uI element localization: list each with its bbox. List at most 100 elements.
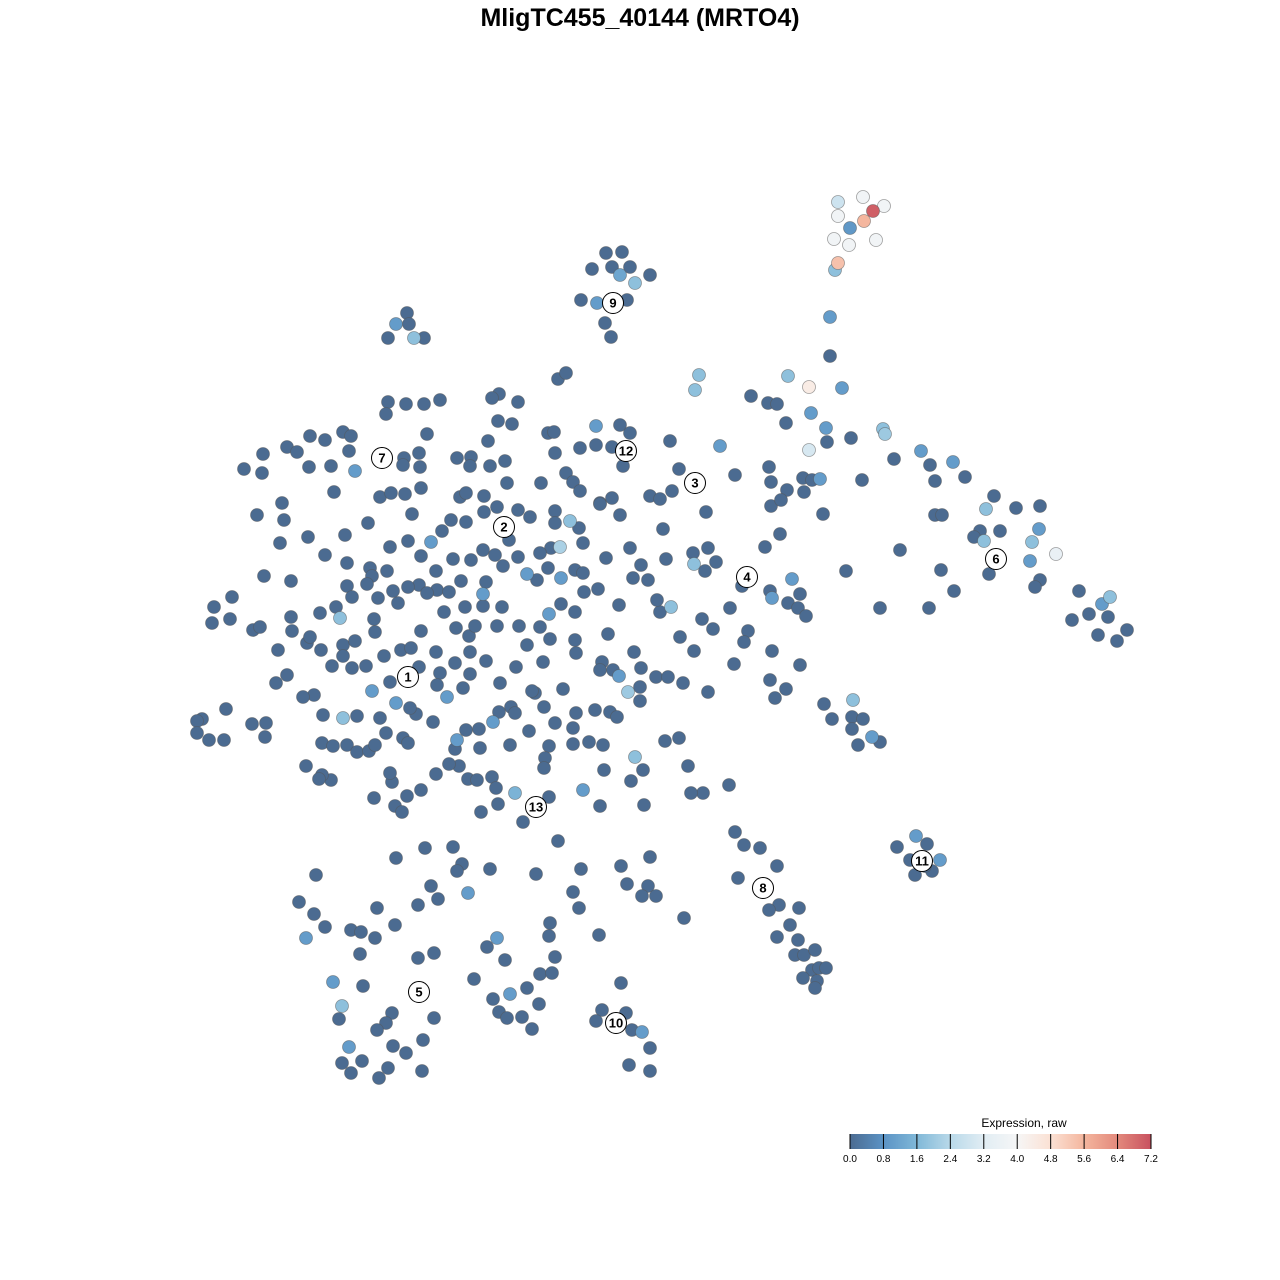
cell-point bbox=[649, 670, 663, 684]
cell-point bbox=[844, 431, 858, 445]
cell-point bbox=[389, 317, 403, 331]
cell-point bbox=[774, 493, 788, 507]
cell-point bbox=[542, 790, 556, 804]
cell-point bbox=[399, 1046, 413, 1060]
cell-point bbox=[490, 619, 504, 633]
cell-point bbox=[563, 514, 577, 528]
cluster-label-text: 4 bbox=[743, 570, 751, 585]
cell-point bbox=[345, 590, 359, 604]
cell-point bbox=[277, 513, 291, 527]
cell-point bbox=[633, 694, 647, 708]
cell-point bbox=[576, 536, 590, 550]
cell-point bbox=[493, 676, 507, 690]
cell-point bbox=[442, 757, 456, 771]
cell-point bbox=[762, 460, 776, 474]
cell-point bbox=[383, 766, 397, 780]
cell-point bbox=[576, 783, 590, 797]
cell-point bbox=[533, 546, 547, 560]
cell-point bbox=[696, 786, 710, 800]
cell-point bbox=[543, 916, 557, 930]
cell-point bbox=[977, 534, 991, 548]
cell-point bbox=[804, 406, 818, 420]
cell-point bbox=[490, 931, 504, 945]
cell-point bbox=[345, 661, 359, 675]
cell-point bbox=[500, 476, 514, 490]
cell-point bbox=[446, 552, 460, 566]
cell-point bbox=[857, 214, 871, 228]
cell-point bbox=[333, 611, 347, 625]
cell-point bbox=[525, 1022, 539, 1036]
cell-point bbox=[878, 427, 892, 441]
cell-point bbox=[604, 330, 618, 344]
cell-point bbox=[758, 540, 772, 554]
cell-point bbox=[628, 276, 642, 290]
cell-point bbox=[817, 697, 831, 711]
cell-point bbox=[781, 369, 795, 383]
cell-point bbox=[568, 605, 582, 619]
cell-point bbox=[414, 783, 428, 797]
cell-point bbox=[461, 886, 475, 900]
cell-point bbox=[427, 1011, 441, 1025]
cell-point bbox=[785, 572, 799, 586]
cell-point bbox=[350, 709, 364, 723]
cell-point bbox=[628, 750, 642, 764]
cell-point bbox=[591, 582, 605, 596]
cell-point bbox=[429, 645, 443, 659]
cell-point bbox=[380, 564, 394, 578]
cell-point bbox=[529, 867, 543, 881]
cell-point bbox=[922, 601, 936, 615]
cell-point bbox=[386, 1039, 400, 1053]
cell-point bbox=[658, 734, 672, 748]
legend-tick-label: 3.2 bbox=[977, 1154, 991, 1165]
cluster-label-badge bbox=[602, 292, 624, 314]
cell-point bbox=[225, 590, 239, 604]
cell-point bbox=[285, 624, 299, 638]
cell-point bbox=[851, 738, 865, 752]
cell-point bbox=[825, 712, 839, 726]
cell-point bbox=[982, 567, 996, 581]
cell-point bbox=[820, 435, 834, 449]
cell-point bbox=[476, 599, 490, 613]
cell-point bbox=[340, 556, 354, 570]
cell-point bbox=[588, 703, 602, 717]
cell-point bbox=[492, 705, 506, 719]
cell-point bbox=[474, 805, 488, 819]
cell-point bbox=[843, 221, 857, 235]
cell-point bbox=[269, 676, 283, 690]
cell-point bbox=[643, 850, 657, 864]
cell-point bbox=[1082, 607, 1096, 621]
cell-point bbox=[566, 721, 580, 735]
cell-point bbox=[802, 380, 816, 394]
cell-point bbox=[326, 739, 340, 753]
cell-point bbox=[613, 268, 627, 282]
legend-tick-label: 5.6 bbox=[1077, 1154, 1091, 1165]
cell-point bbox=[250, 508, 264, 522]
cell-point bbox=[515, 1010, 529, 1024]
cell-point bbox=[627, 645, 641, 659]
cell-point bbox=[656, 522, 670, 536]
cell-point bbox=[545, 966, 559, 980]
cell-point bbox=[361, 516, 375, 530]
cell-point bbox=[398, 487, 412, 501]
cell-point bbox=[424, 535, 438, 549]
cell-point bbox=[424, 879, 438, 893]
cell-point bbox=[479, 654, 493, 668]
cell-point bbox=[768, 691, 782, 705]
cell-point bbox=[554, 571, 568, 585]
cell-point bbox=[764, 499, 778, 513]
cell-point bbox=[643, 268, 657, 282]
cell-point bbox=[573, 484, 587, 498]
cell-point bbox=[318, 433, 332, 447]
cluster-label: 3 bbox=[684, 472, 706, 494]
cell-point bbox=[332, 1012, 346, 1026]
cell-point bbox=[856, 190, 870, 204]
cell-point bbox=[207, 600, 221, 614]
cell-point bbox=[909, 829, 923, 843]
cell-point bbox=[566, 737, 580, 751]
cell-point bbox=[413, 460, 427, 474]
cell-point bbox=[420, 586, 434, 600]
cell-point bbox=[612, 598, 626, 612]
cell-point bbox=[763, 673, 777, 687]
cell-point bbox=[367, 612, 381, 626]
cell-point bbox=[520, 981, 534, 995]
